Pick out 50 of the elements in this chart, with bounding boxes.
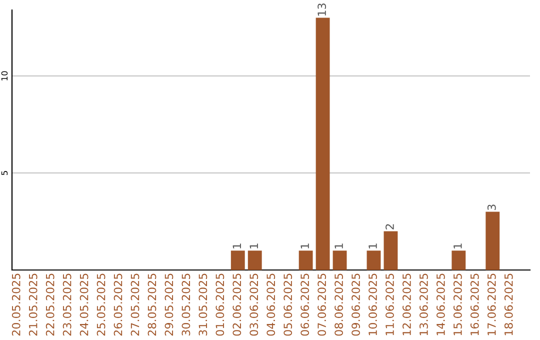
x-tick-label: 09.06.2025 <box>352 274 360 336</box>
data-label: 3 <box>487 204 496 210</box>
x-tick-label: 30.05.2025 <box>182 274 190 336</box>
x-tick-label: 06.06.2025 <box>300 274 310 336</box>
bar <box>248 250 262 270</box>
x-tick-label: 02.06.2025 <box>232 274 242 336</box>
x-tick-label: 20.05.2025 <box>12 274 20 336</box>
bar <box>230 250 245 270</box>
x-tick-label: 01.06.2025 <box>216 274 224 336</box>
x-tick-label: 18.06.2025 <box>504 274 513 336</box>
x-tick-label: 08.06.2025 <box>334 274 344 336</box>
x-tick-label: 27.05.2025 <box>130 274 140 336</box>
x-tick-label: 26.05.2025 <box>114 274 122 336</box>
bar <box>366 250 381 270</box>
x-tick-label: 21.05.2025 <box>28 274 38 336</box>
bar <box>384 231 398 270</box>
x-tick-label: 11.06.2025 <box>386 274 394 336</box>
x-tick-label: 04.06.2025 <box>266 274 276 336</box>
data-label: 1 <box>250 244 258 248</box>
y-tick-label: 5 <box>1 171 8 175</box>
x-tick-label: 22.05.2025 <box>46 274 54 336</box>
x-tick-label: 12.06.2025 <box>402 274 411 336</box>
data-label: 13 <box>318 4 326 16</box>
data-label: 2 <box>386 224 394 230</box>
bar <box>486 212 500 270</box>
x-tick-label: 05.06.2025 <box>284 274 292 336</box>
x-tick-label: 31.05.2025 <box>198 274 208 336</box>
data-label: 1 <box>368 244 377 248</box>
x-tick-label: 03.06.2025 <box>250 274 258 336</box>
x-tick-label: 25.05.2025 <box>96 274 106 336</box>
x-tick-label: 13.06.2025 <box>420 274 428 336</box>
x-tick-label: 07.06.2025 <box>318 274 326 336</box>
data-label: 1 <box>454 244 462 248</box>
bar <box>332 250 347 270</box>
y-tick-label: 10 <box>1 71 8 80</box>
x-tick-label: 16.06.2025 <box>470 274 479 336</box>
data-label: 1 <box>300 244 309 248</box>
x-tick-label: 15.06.2025 <box>453 274 462 336</box>
bar <box>316 18 330 270</box>
data-label: 1 <box>232 244 241 248</box>
data-label: 1 <box>334 244 343 248</box>
x-tick-label: 10.06.2025 <box>368 274 377 336</box>
x-tick-label: 29.05.2025 <box>164 274 174 336</box>
x-tick-label: 17.06.2025 <box>487 274 496 336</box>
bar <box>298 250 313 270</box>
bar <box>452 250 466 270</box>
x-tick-label: 14.06.2025 <box>436 274 445 336</box>
x-tick-label: 28.05.2025 <box>148 274 156 336</box>
x-tick-label: 23.05.2025 <box>62 274 72 336</box>
x-tick-label: 24.05.2025 <box>80 274 88 336</box>
